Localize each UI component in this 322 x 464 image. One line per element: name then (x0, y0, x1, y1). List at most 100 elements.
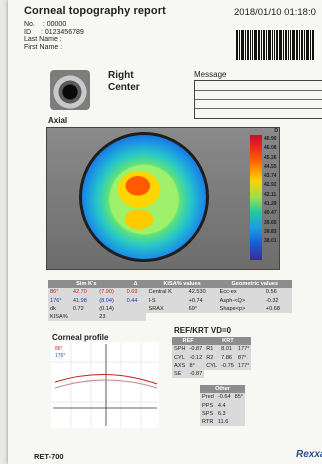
report-sheet: Corneal topography report 2018/01/10 01:… (8, 0, 322, 464)
corneal-profile-chart: 86° 176° (51, 342, 159, 428)
table-cell: dk (48, 304, 71, 314)
other-table: Other Pred -0.64 85° PPS 4.4 SPS 6.3 RTR… (200, 385, 246, 427)
table-row: PPS 4.4 (200, 401, 246, 410)
table-cell: 0.72 (70, 304, 98, 314)
ref-krt-label: REF/KRT VD=0 (174, 326, 232, 335)
patient-id-value: : 0123456789 (40, 28, 84, 36)
scale-value: 44.55 (264, 163, 277, 170)
table-cell: -0.75 (219, 361, 236, 371)
table-cell: SPS (200, 409, 216, 419)
table-cell: PPS (200, 401, 216, 410)
table-row: KISA% 23 (48, 313, 292, 322)
message-line (195, 99, 322, 100)
table-cell: (8.04) (97, 296, 125, 305)
scale-value: 46.90 (264, 136, 277, 142)
legend-86: 86° (55, 346, 63, 352)
patient-no-row: No. : 00000 (24, 21, 84, 29)
scale-value: 45.26 (264, 154, 277, 161)
table-cell: -0.87 (187, 345, 205, 354)
color-scale-labels: D 46.90 46.08 45.26 44.55 43.74 42.92 42… (264, 128, 286, 247)
brand-logo: Rexxa (296, 449, 322, 460)
barcode (236, 30, 322, 60)
table-cell: +0.68 (263, 304, 292, 314)
table-cell: SPH (172, 345, 188, 354)
table-cell: -0.12 (187, 353, 205, 362)
message-label: Message (194, 70, 227, 79)
table-cell: (7.90) (97, 288, 125, 297)
table-cell: 7.86 (219, 353, 236, 362)
message-line (195, 90, 322, 91)
sim-k-table: Sim K's Δ KISA% values Geometric values … (48, 280, 292, 322)
table-row: SE -0.87 (172, 370, 251, 379)
table-row: dk 0.72 (0.14) SRAX 69° Shape<p> +0.68 (48, 304, 292, 314)
topography-disc (79, 132, 209, 262)
table-row: 176° 41.98 (8.04) 0.44 I-S +0.74 Asph-<Q… (48, 296, 292, 305)
table-row: SPS 6.3 (200, 409, 246, 419)
table-cell: R1 (204, 345, 220, 354)
table-cell: SRAX (146, 304, 187, 314)
table-cell: R2 (204, 353, 220, 362)
table-cell: 85° (232, 393, 246, 402)
message-line (195, 108, 322, 109)
table-cell: RTR (200, 418, 216, 427)
table-cell: 41.98 (70, 296, 98, 305)
table-cell: I-S (146, 296, 187, 305)
table-cell: 42.530 (186, 288, 218, 297)
table-row: RTR 11.6 (200, 418, 246, 427)
other-header: Other (200, 385, 246, 394)
patient-id-row: ID : 0123456789 (24, 29, 84, 37)
profile-curve-86 (54, 373, 158, 385)
sim-k-header: Sim K's (48, 280, 125, 289)
table-cell: 0.44 (124, 296, 147, 305)
table-cell: CYL (204, 361, 220, 371)
report-datetime: 2018/01/10 01:18:0 (234, 7, 316, 18)
table-cell: 87° (235, 353, 252, 362)
scale-unit: D (274, 128, 278, 134)
table-cell: Ecc-ex (217, 288, 264, 297)
scale-value: 38.01 (264, 238, 277, 245)
table-cell: SE (172, 370, 188, 379)
report-title: Corneal topography report (24, 5, 166, 17)
table-cell: -0.32 (263, 296, 292, 305)
ref-header: REF (172, 337, 205, 346)
scale-value: 42.92 (264, 182, 277, 189)
table-cell: 42.70 (70, 288, 98, 297)
table-row: AXS 8° CYL -0.75 177° (172, 361, 252, 371)
table-cell: AXS (172, 361, 188, 371)
kisa-header: KISA% values (146, 280, 218, 289)
color-scale-bar (250, 135, 262, 260)
eye-side-label: Right (108, 70, 134, 81)
message-box (194, 80, 322, 119)
table-cell: Shape<p> (217, 304, 264, 314)
table-cell: Asph-<Q> (217, 296, 264, 305)
chart-gridlines (51, 342, 159, 428)
table-cell: 0.69 (124, 288, 147, 297)
geometric-header: Geometric values (217, 280, 292, 289)
table-cell: 8.01 (219, 345, 236, 354)
patient-no-label: No. (24, 21, 35, 28)
scale-value: 40.47 (264, 210, 277, 217)
table-cell (232, 409, 246, 419)
axial-label: Axial (48, 116, 68, 125)
axial-map (46, 127, 280, 270)
scale-value: 43.74 (264, 173, 277, 180)
scale-value: 39.65 (264, 219, 277, 226)
eye-position-label: Center (108, 82, 140, 93)
table-cell: 8° (187, 361, 205, 371)
table-cell: -0.64 (215, 393, 233, 402)
delta-header: Δ (124, 280, 147, 289)
eye-thumbnail (50, 70, 90, 110)
last-name-label: Last Name : (24, 36, 62, 44)
table-cell: -0.87 (187, 370, 205, 379)
table-cell: (0.14) (97, 304, 125, 314)
table-cell (232, 401, 246, 410)
table-cell: 86° (48, 288, 71, 297)
scale-value: 41.29 (264, 201, 277, 208)
ref-krt-table: REF KRT SPH -0.87 R1 8.01 177° CYL -0.12… (172, 337, 252, 379)
profile-curve-176 (54, 379, 158, 389)
patient-meta: No. : 00000 ID : 0123456789 Last Name : … (24, 21, 84, 51)
table-row: CYL -0.12 R2 7.86 87° (172, 353, 252, 362)
scale-value: 38.83 (264, 228, 277, 235)
table-cell (124, 304, 147, 314)
table-row: Pred -0.64 85° (200, 393, 246, 402)
